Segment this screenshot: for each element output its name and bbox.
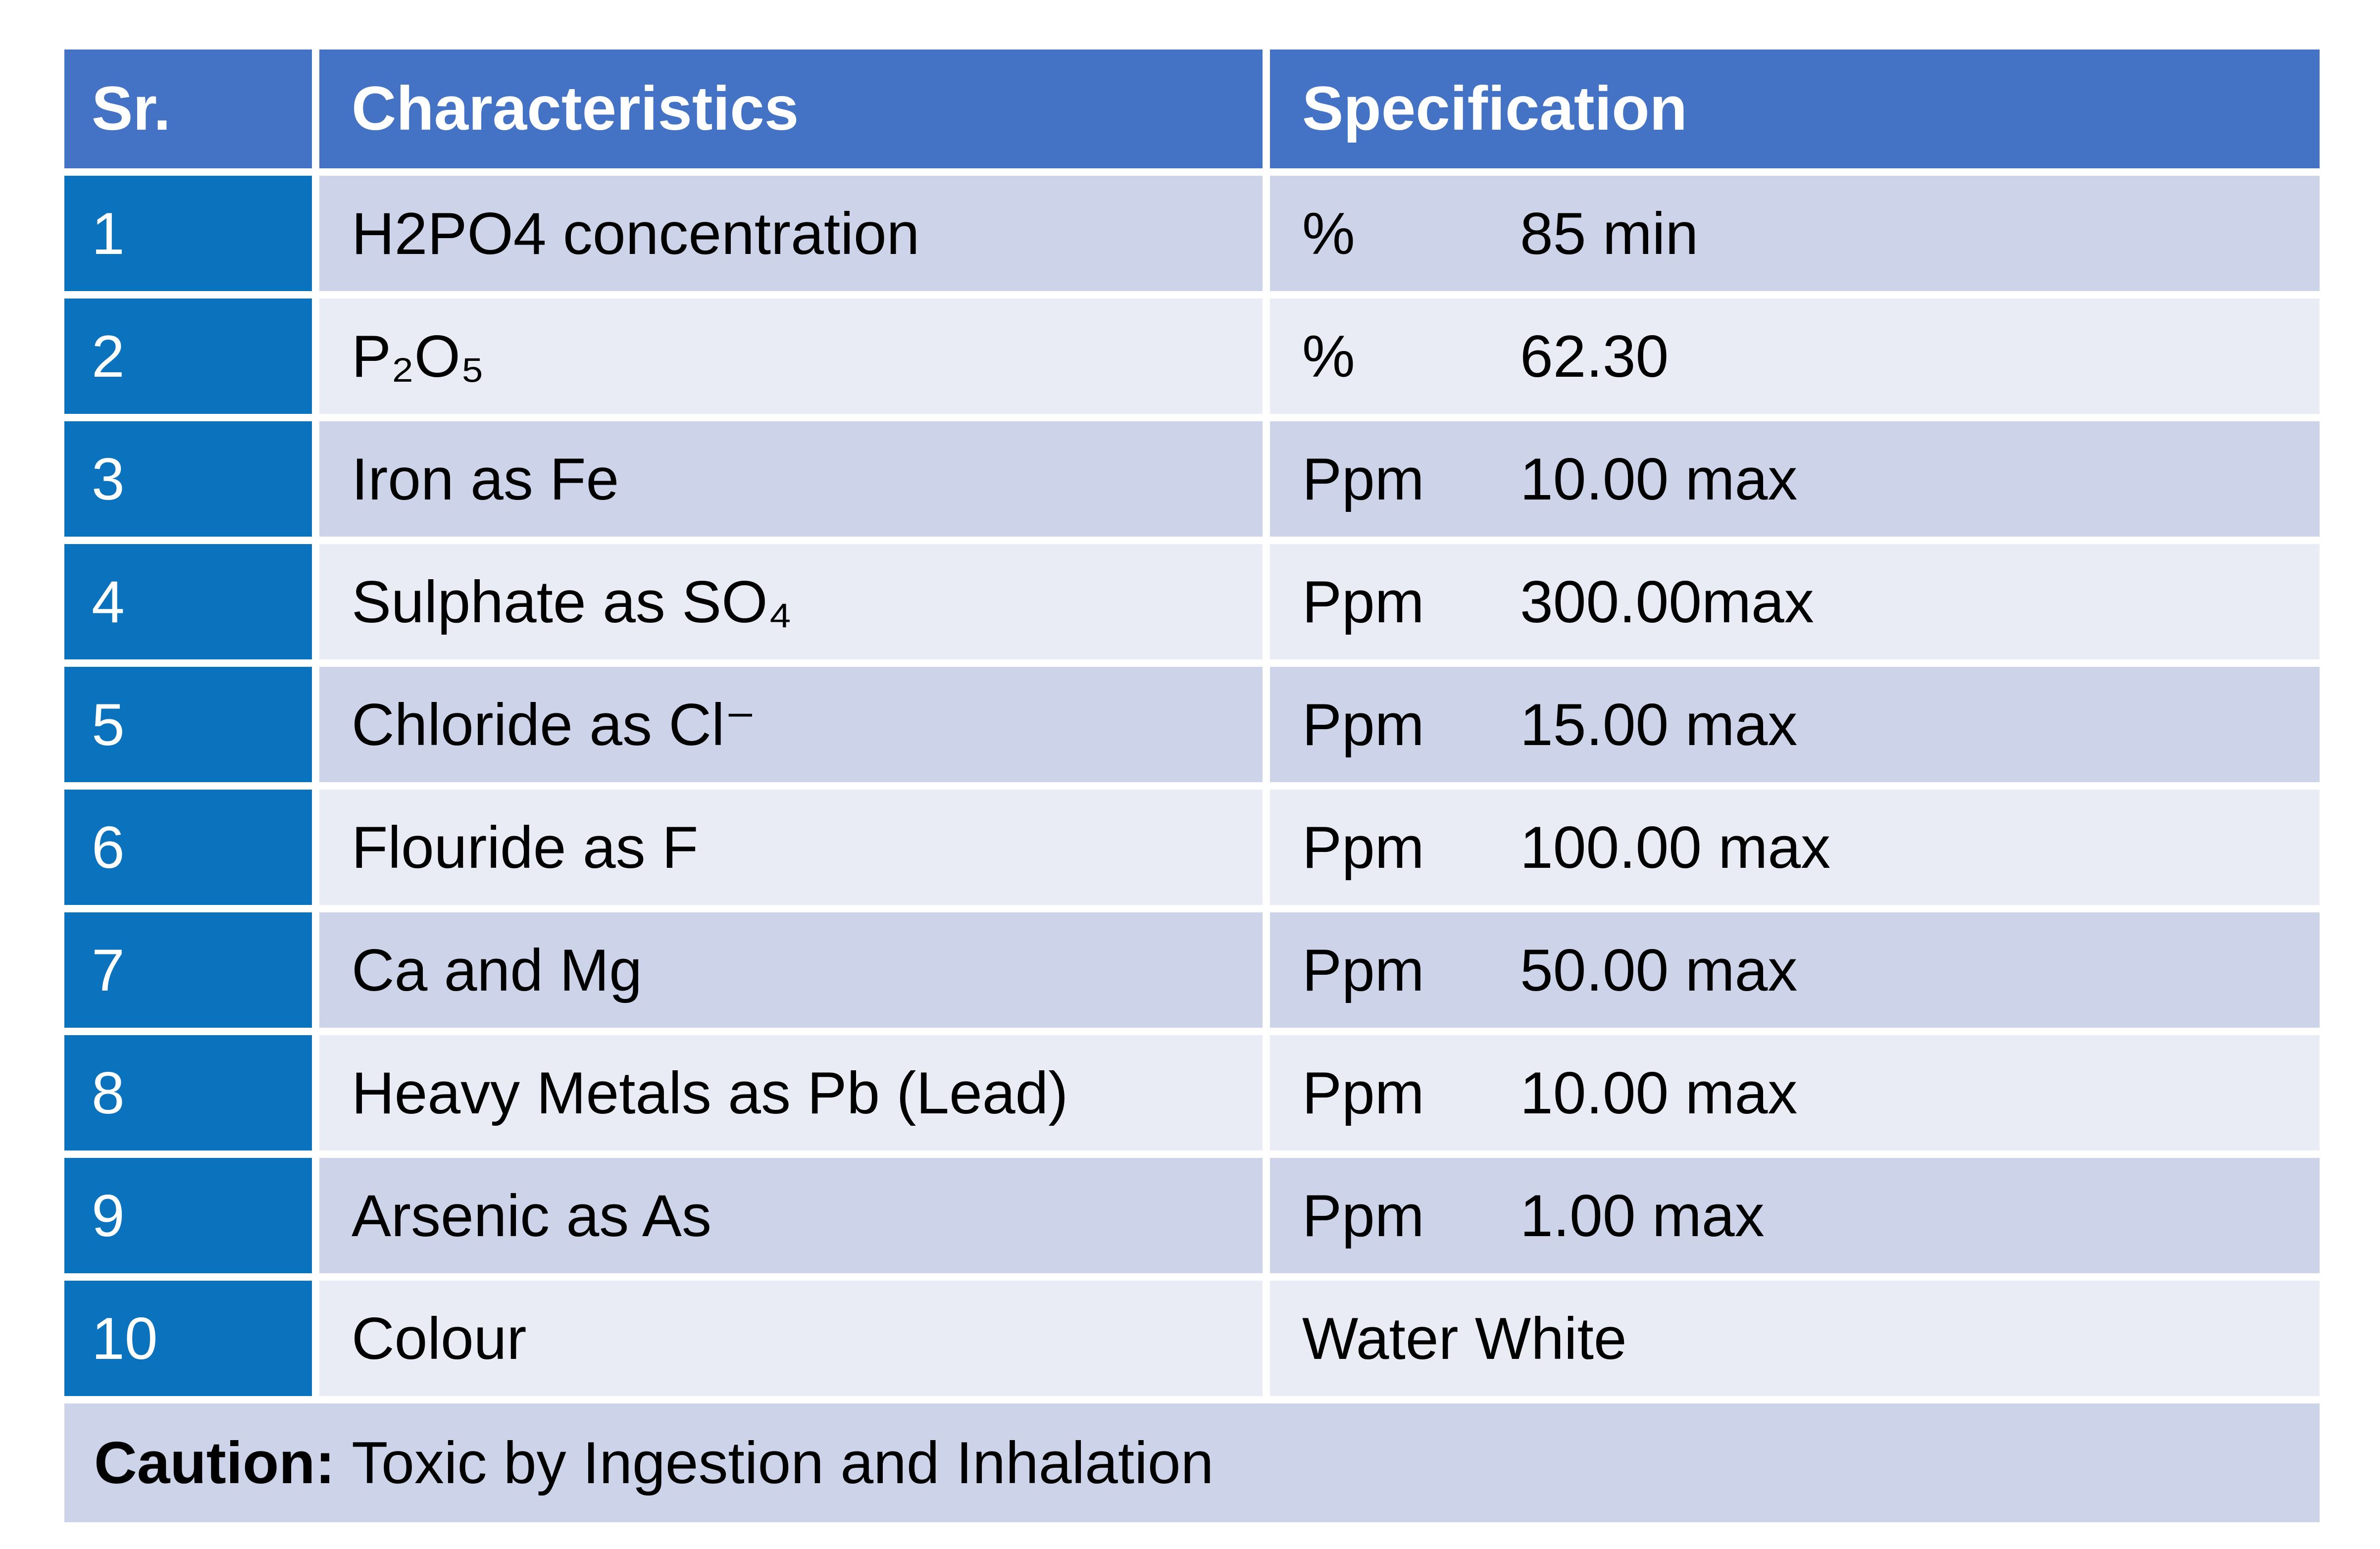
characteristic-cell: Iron as Fe bbox=[319, 421, 1263, 537]
spec-unit: Ppm bbox=[1302, 568, 1424, 635]
spec-value: 300.00max bbox=[1520, 568, 1814, 635]
characteristic-cell: Chloride as Cl⁻ bbox=[319, 667, 1263, 782]
specification-cell: Ppm 10.00 max bbox=[1270, 1035, 2320, 1150]
specification-cell: Ppm 100.00 max bbox=[1270, 790, 2320, 905]
spec-value: 1.00 max bbox=[1520, 1182, 1765, 1249]
characteristic-cell: Ca and Mg bbox=[319, 912, 1263, 1028]
spec-unit: Ppm bbox=[1302, 1059, 1424, 1126]
row-sr-cell: 7 bbox=[64, 912, 312, 1028]
specification-cell: Ppm 50.00 max bbox=[1270, 912, 2320, 1028]
row-sr-cell: 8 bbox=[64, 1035, 312, 1150]
spec-unit: Ppm bbox=[1302, 691, 1424, 758]
characteristic-cell: H2PO4 concentration bbox=[319, 176, 1263, 291]
spec-value: 10.00 max bbox=[1520, 446, 1798, 512]
specification-cell: Ppm 1.00 max bbox=[1270, 1158, 2320, 1273]
row-sr-cell: 5 bbox=[64, 667, 312, 782]
row-sr-cell: 2 bbox=[64, 299, 312, 414]
row-sr-cell: 3 bbox=[64, 421, 312, 537]
spec-unit: Ppm bbox=[1302, 1182, 1424, 1249]
spec-unit: % bbox=[1302, 200, 1355, 267]
spec-value: 50.00 max bbox=[1520, 937, 1798, 1003]
caution-label: Caution: bbox=[94, 1430, 335, 1496]
characteristic-cell: P₂O₅ bbox=[319, 299, 1263, 414]
caution-text: Toxic by Ingestion and Inhalation bbox=[352, 1430, 1214, 1496]
specification-cell: Ppm 300.00max bbox=[1270, 544, 2320, 659]
spec-value: Water White bbox=[1302, 1305, 1627, 1372]
row-sr-cell: 6 bbox=[64, 790, 312, 905]
spec-value: 62.30 bbox=[1520, 323, 1669, 390]
caution-row: Caution: Toxic by Ingestion and Inhalati… bbox=[64, 1403, 2320, 1522]
row-sr-cell: 9 bbox=[64, 1158, 312, 1273]
header-cell-specification: Specification bbox=[1270, 50, 2320, 168]
spec-value: 100.00 max bbox=[1520, 814, 1831, 881]
spec-value: 85 min bbox=[1520, 200, 1699, 267]
spec-unit: Ppm bbox=[1302, 446, 1424, 512]
spec-unit: Ppm bbox=[1302, 814, 1424, 881]
specification-cell: Ppm 10.00 max bbox=[1270, 421, 2320, 537]
header-cell-characteristics: Characteristics bbox=[319, 50, 1263, 168]
specification-cell: % 85 min bbox=[1270, 176, 2320, 291]
row-sr-cell: 4 bbox=[64, 544, 312, 659]
spec-value: 15.00 max bbox=[1520, 691, 1798, 758]
characteristic-cell: Arsenic as As bbox=[319, 1158, 1263, 1273]
specification-cell: % 62.30 bbox=[1270, 299, 2320, 414]
header-cell-sr: Sr. bbox=[64, 50, 312, 168]
row-sr-cell: 1 bbox=[64, 176, 312, 291]
spec-unit: % bbox=[1302, 323, 1355, 390]
specification-cell: Ppm 15.00 max bbox=[1270, 667, 2320, 782]
characteristic-cell: Colour bbox=[319, 1281, 1263, 1396]
characteristic-cell: Heavy Metals as Pb (Lead) bbox=[319, 1035, 1263, 1150]
spec-unit: Ppm bbox=[1302, 937, 1424, 1003]
specification-cell: Water White bbox=[1270, 1281, 2320, 1396]
spec-value: 10.00 max bbox=[1520, 1059, 1798, 1126]
row-sr-cell: 10 bbox=[64, 1281, 312, 1396]
characteristic-cell: Sulphate as SO₄ bbox=[319, 544, 1263, 659]
spec-table: Sr. Characteristics Specification 1 H2PO… bbox=[64, 50, 2320, 1522]
characteristic-cell: Flouride as F bbox=[319, 790, 1263, 905]
